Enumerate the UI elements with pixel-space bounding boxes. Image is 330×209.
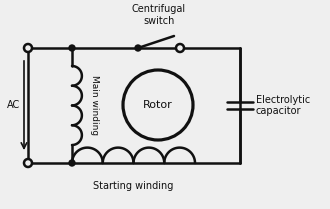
Text: Electrolytic
capacitor: Electrolytic capacitor xyxy=(256,95,310,116)
Circle shape xyxy=(135,45,141,51)
Circle shape xyxy=(135,45,141,51)
Text: AC: AC xyxy=(7,101,20,111)
Text: Rotor: Rotor xyxy=(143,100,173,110)
Circle shape xyxy=(176,44,184,52)
Text: Centrifugal
switch: Centrifugal switch xyxy=(132,4,186,26)
Circle shape xyxy=(69,45,75,51)
Circle shape xyxy=(69,160,75,166)
Text: Main winding: Main winding xyxy=(89,75,98,136)
Text: Starting winding: Starting winding xyxy=(93,181,174,191)
Circle shape xyxy=(69,160,75,166)
Circle shape xyxy=(69,45,75,51)
Circle shape xyxy=(24,159,32,167)
Circle shape xyxy=(24,44,32,52)
Circle shape xyxy=(123,70,193,140)
